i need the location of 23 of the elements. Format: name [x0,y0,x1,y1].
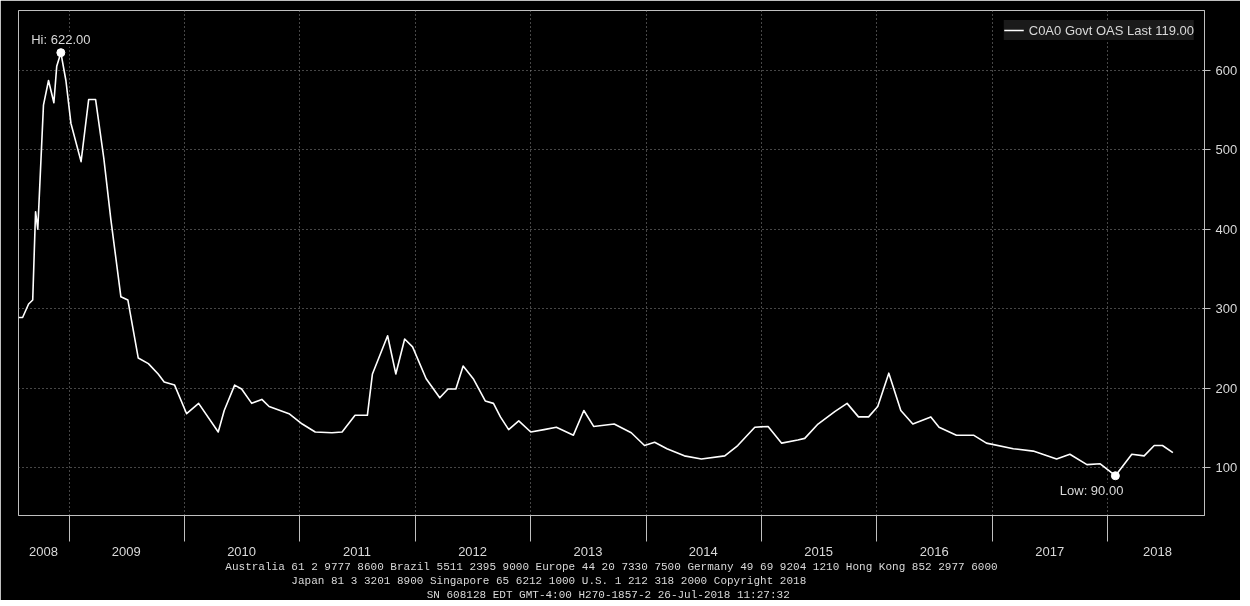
text: SN 608128 EDT GMT-4:00 H270-1857-2 26-Jul-2018 11:27:32 [426,588,790,601]
x-tick-label: 2015 [804,543,834,559]
x-tick-label: 2017 [1035,543,1065,559]
x-tick-label: 2014 [688,543,718,559]
y-tick-label: 400 [1215,221,1238,237]
x-tick-label: 2012 [458,543,488,559]
x-tick-label: 2009 [111,543,141,559]
annotation: Hi: 622.00 [31,31,91,47]
y-tick-label: 200 [1215,380,1238,396]
legend-label: C0A0 Govt OAS Last 119.00 [1028,22,1194,38]
x-tick-label: 2008 [29,543,58,559]
y-tick-label: 300 [1215,301,1238,317]
y-tick-label: 100 [1215,460,1238,476]
annotation: Low: 90.00 [1059,482,1124,498]
x-tick-label: 2010 [227,543,257,559]
y-tick-label: 500 [1215,142,1238,158]
y-tick-label: 600 [1215,62,1238,78]
x-tick-label: 2016 [919,543,949,559]
x-tick-label: 2018 [1142,543,1172,559]
x-tick-label: 2011 [342,543,371,559]
text: Japan 81 3 3201 8900 Singapore 65 6212 1000 U.S. 1 212 318 2000 Copyright 2018 [291,574,807,587]
x-tick-label: 2013 [573,543,603,559]
text: Australia 61 2 9777 8600 Brazil 5511 2395 9000 Europe 44 20 7330 7500 Germany 49 69 9204 1210 Hong Kong 852 2977 6000 [225,560,998,573]
